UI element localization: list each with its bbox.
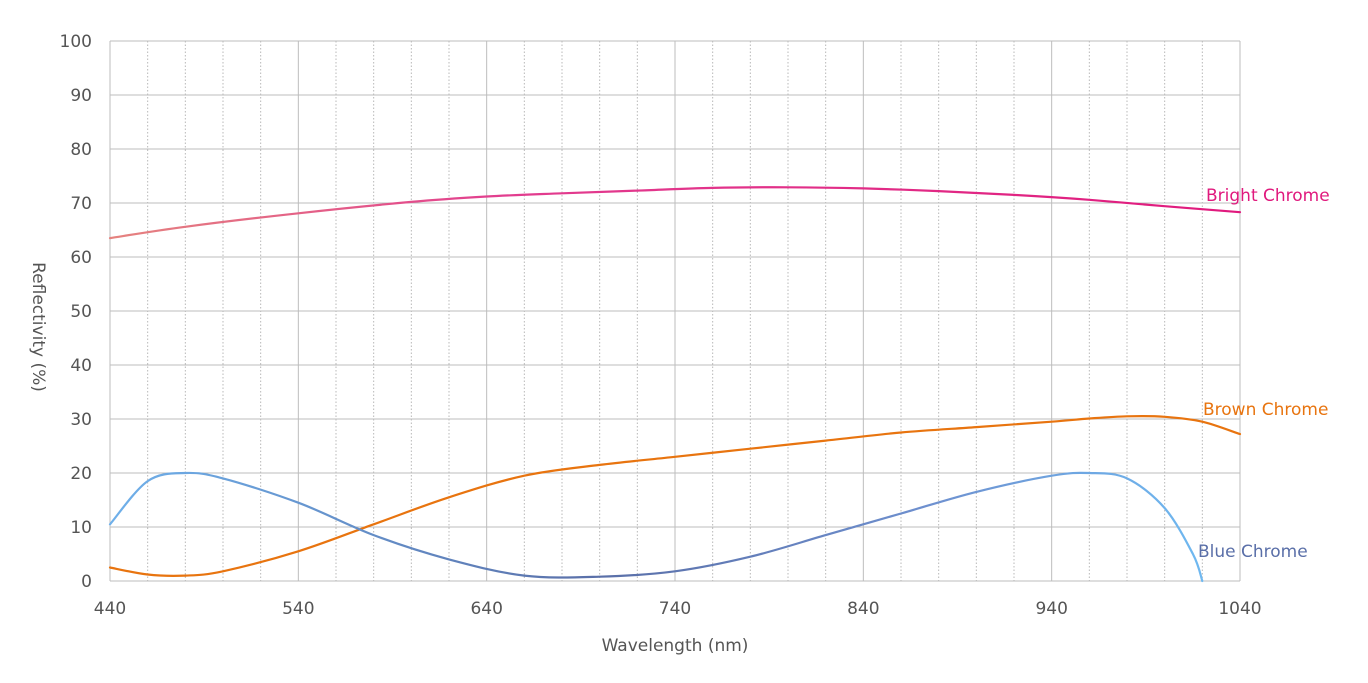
y-tick-label: 30 [70, 410, 92, 430]
series-labels: Bright Chrome Brown Chrome Blue Chrome [1198, 186, 1330, 562]
major-gridlines [109, 40, 1241, 582]
x-tick-label: 940 [1035, 599, 1067, 619]
x-tick-labels: 440 540 640 740 840 940 1040 [94, 599, 1262, 619]
x-axis-title: Wavelength (nm) [602, 636, 749, 656]
x-tick-label: 540 [282, 599, 314, 619]
bright-chrome-series-line [108, 186, 1242, 240]
brown-chrome-series-label: Brown Chrome [1203, 400, 1328, 420]
y-tick-label: 60 [70, 248, 92, 268]
series-lines [108, 186, 1242, 583]
y-tick-label: 80 [70, 140, 92, 160]
y-tick-label: 20 [70, 464, 92, 484]
y-tick-label: 100 [60, 32, 92, 52]
blue-chrome-series-line [108, 471, 1204, 583]
y-tick-label: 40 [70, 356, 92, 376]
bright-chrome-series-label: Bright Chrome [1206, 186, 1330, 206]
x-tick-label: 840 [847, 599, 879, 619]
brown-chrome-series-line [108, 414, 1242, 577]
y-tick-label: 90 [70, 86, 92, 106]
y-tick-labels: 0 10 20 30 40 50 60 70 80 90 100 [60, 32, 92, 592]
y-tick-label: 70 [70, 194, 92, 214]
x-tick-label: 640 [470, 599, 502, 619]
x-tick-label: 740 [659, 599, 691, 619]
x-tick-label: 440 [94, 599, 126, 619]
x-tick-label: 1040 [1218, 599, 1261, 619]
y-tick-label: 0 [81, 572, 92, 592]
blue-chrome-series-label: Blue Chrome [1198, 542, 1308, 562]
y-tick-label: 10 [70, 518, 92, 538]
y-tick-label: 50 [70, 302, 92, 322]
y-axis-title: Reflectivity (%) [28, 262, 48, 392]
